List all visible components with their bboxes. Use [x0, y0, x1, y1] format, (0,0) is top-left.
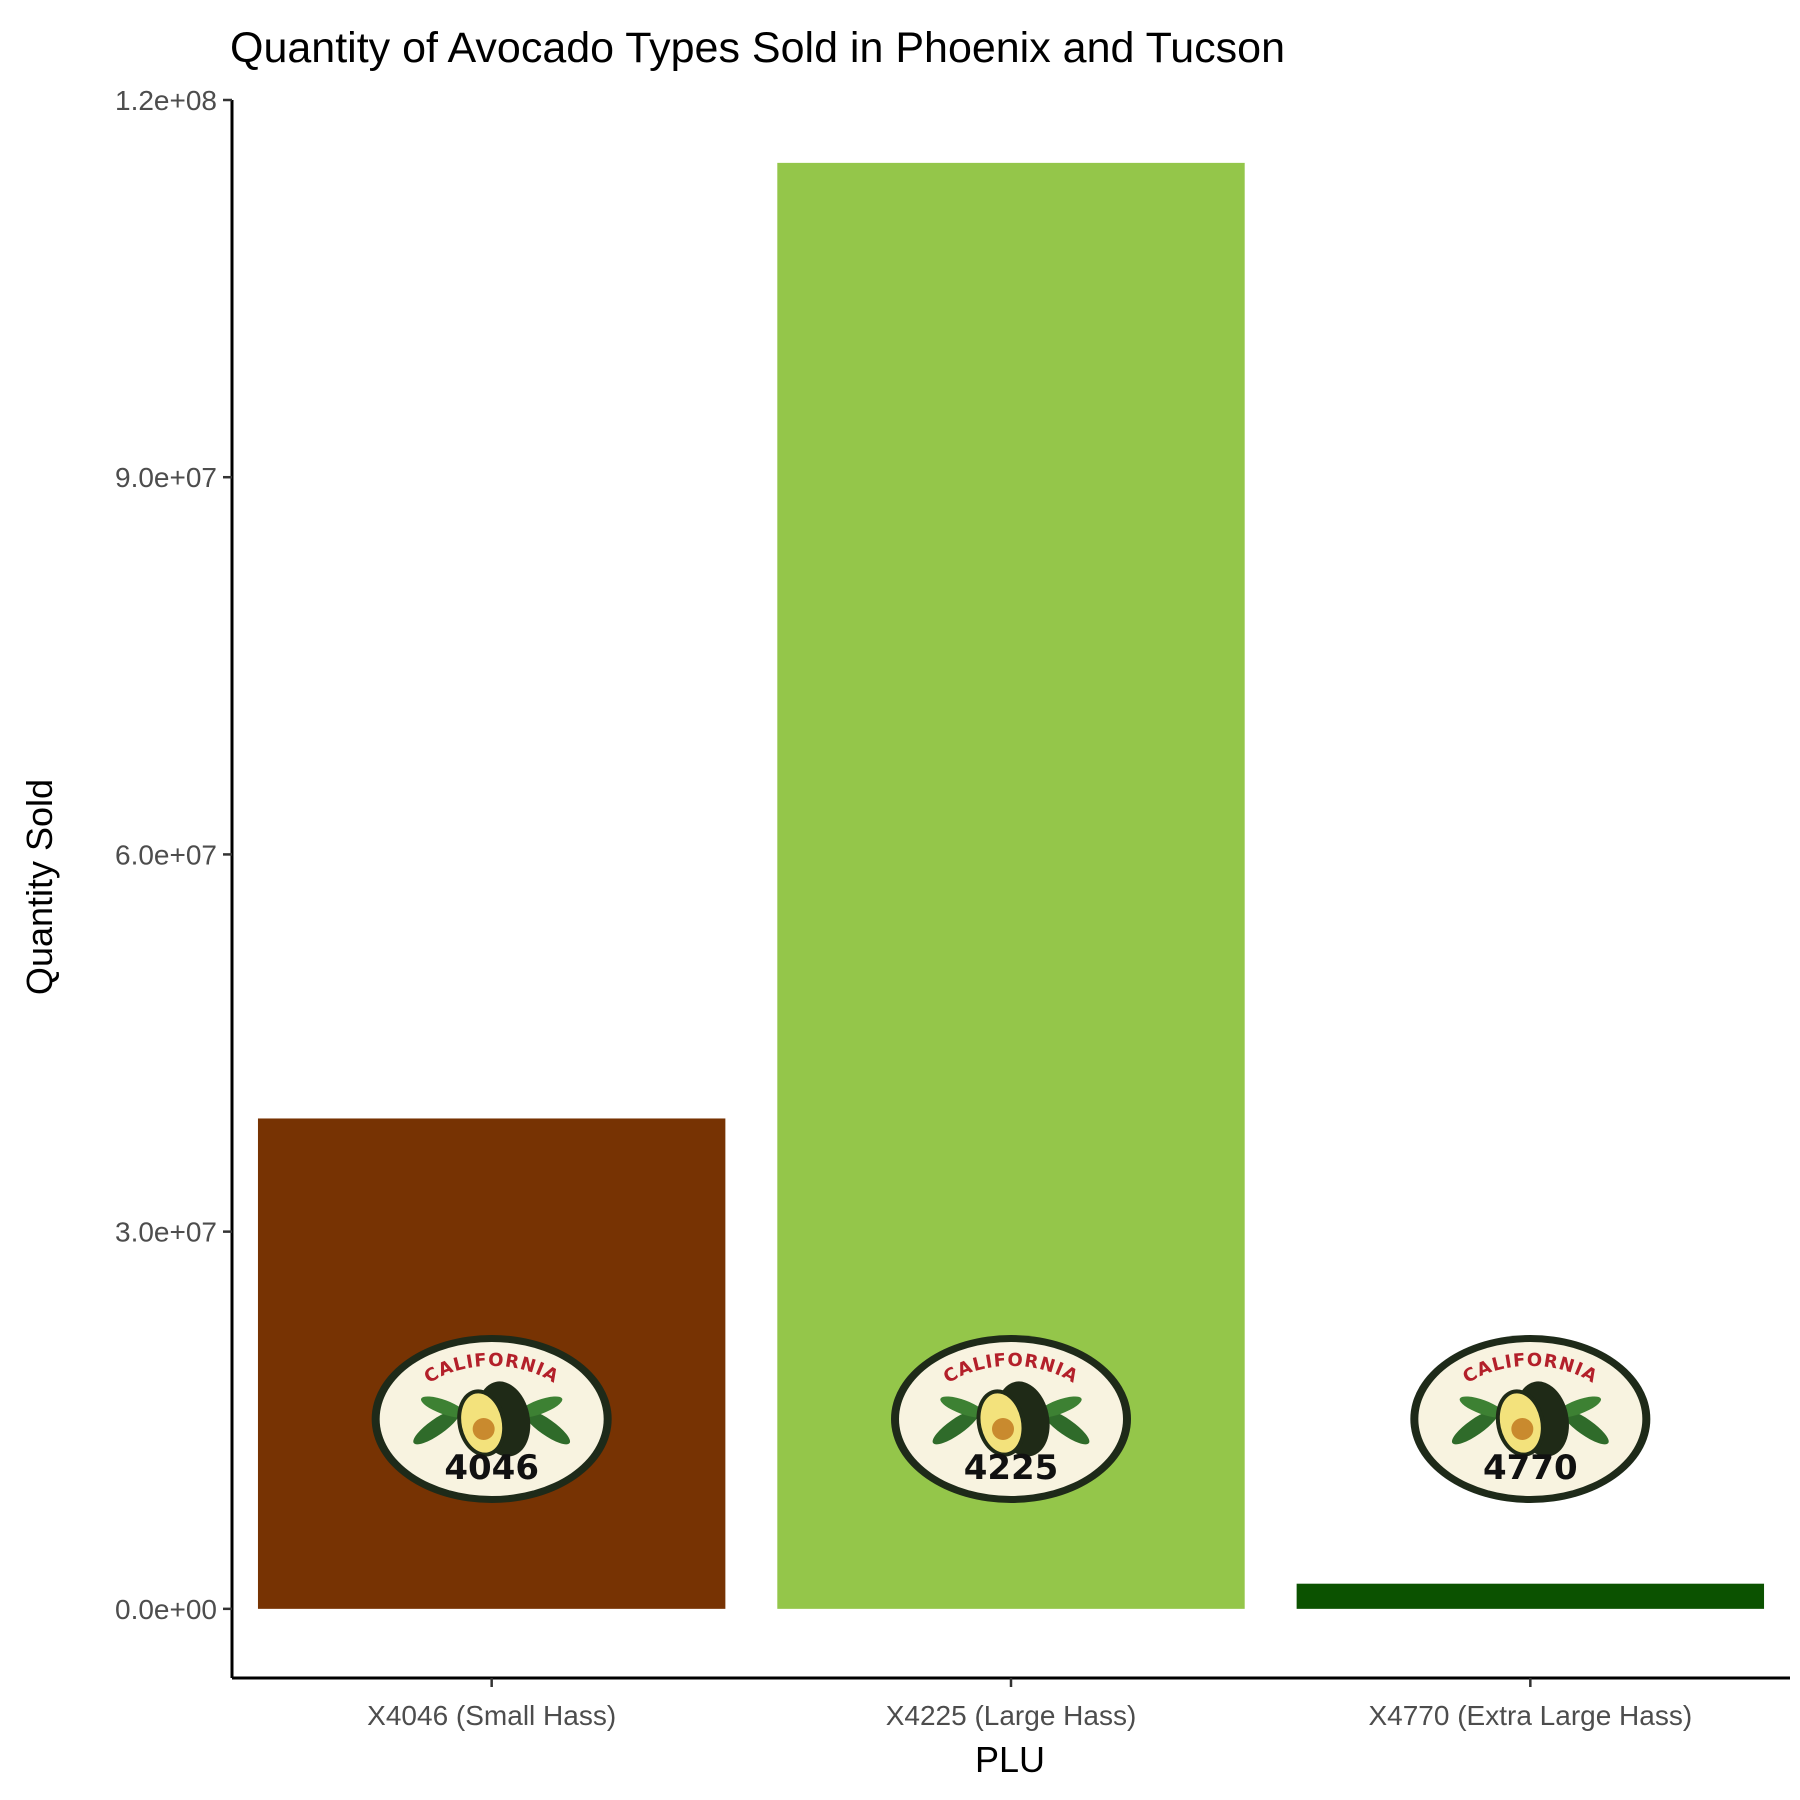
bar-3: [1296, 1583, 1765, 1609]
avocado-icon: [413, 1381, 571, 1457]
sticker-plu-number: 4225: [964, 1448, 1059, 1488]
x-tick-label: X4770 (Extra Large Hass): [1368, 1700, 1692, 1731]
y-tick-label: 9.0e+07: [115, 462, 217, 493]
x-tick-label: X4046 (Small Hass): [367, 1700, 616, 1731]
y-axis-title: Quantity Sold: [19, 779, 60, 995]
x-axis: X4046 (Small Hass) X4225 (Large Hass) X477…: [232, 1676, 1790, 1731]
x-axis-title: PLU: [975, 1739, 1045, 1780]
avocado-icon: [932, 1381, 1090, 1457]
y-tick-label: 0.0e+00: [115, 1594, 217, 1625]
chart-title: Quantity of Avocado Types Sold in Phoeni…: [230, 24, 1285, 72]
plot-area: [257, 162, 1765, 1609]
y-axis: 0.0e+00 3.0e+07 6.0e+07 9.0e+07 1.2e+08: [115, 85, 234, 1678]
y-tick-label: 3.0e+07: [115, 1217, 217, 1248]
y-tick-label: 1.2e+08: [115, 85, 217, 116]
sticker-plu-number: 4770: [1483, 1448, 1578, 1488]
avocado-icon: [1451, 1381, 1609, 1457]
x-tick-label: X4225 (Large Hass): [886, 1700, 1137, 1731]
sticker-plu-number: 4046: [444, 1448, 539, 1488]
y-tick-label: 6.0e+07: [115, 839, 217, 870]
